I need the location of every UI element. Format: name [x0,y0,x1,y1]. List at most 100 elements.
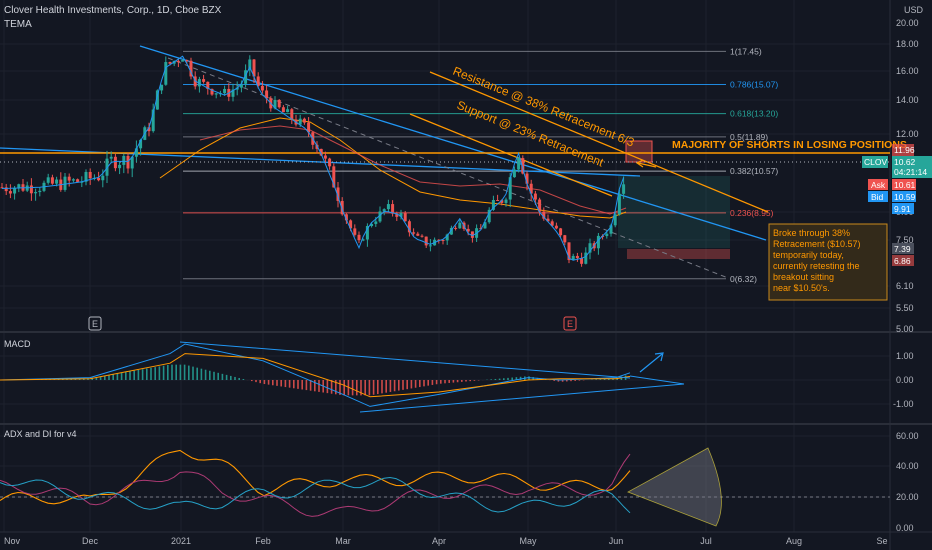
candle-body[interactable] [97,177,101,181]
candle-body[interactable] [567,242,571,261]
candle-body[interactable] [50,177,54,184]
candle-body[interactable] [500,200,504,203]
candle-body[interactable] [223,88,227,94]
candle-body[interactable] [605,233,609,237]
earnings-marker-1[interactable]: E [88,316,102,331]
candle-body[interactable] [470,231,474,238]
candle-body[interactable] [407,221,411,233]
macd-title[interactable]: MACD [4,339,31,349]
candle-body[interactable] [185,60,189,62]
candle-body[interactable] [584,252,588,264]
candle-body[interactable] [546,218,550,222]
macd-breakout-arrow[interactable] [639,353,663,373]
candle-body[interactable] [252,59,256,77]
candle-body[interactable] [416,233,420,236]
candle-body[interactable] [382,209,386,212]
candle-body[interactable] [538,199,542,212]
candle-body[interactable] [244,70,248,84]
ask-tag[interactable]: Ask 10.61 [868,179,916,190]
resistance-channel-line[interactable] [429,71,769,213]
candle-body[interactable] [449,227,453,235]
candle-body[interactable] [370,223,374,227]
candle-body[interactable] [554,225,558,229]
candle-body[interactable] [151,109,155,132]
candle-body[interactable] [55,179,59,184]
candle-body[interactable] [298,118,302,125]
candle-body[interactable] [281,107,285,113]
candle-body[interactable] [290,109,294,120]
candle-body[interactable] [563,235,567,243]
candle-body[interactable] [189,60,193,77]
candle-body[interactable] [441,239,445,241]
candle-body[interactable] [286,109,290,113]
candle-body[interactable] [239,83,243,88]
candle-body[interactable] [512,169,516,178]
candle-body[interactable] [395,213,399,217]
candle-body[interactable] [248,59,252,71]
candle-body[interactable] [84,171,88,182]
candle-body[interactable] [302,118,306,123]
candle-body[interactable] [265,90,269,99]
candle-body[interactable] [181,60,185,62]
candle-body[interactable] [517,158,521,170]
loss-zone[interactable] [627,249,730,259]
candle-body[interactable] [361,239,365,241]
candle-body[interactable] [458,222,462,229]
candle-body[interactable] [168,62,172,64]
candle-body[interactable] [34,192,38,194]
adx-title[interactable]: ADX and DI for v4 [4,429,77,439]
candle-body[interactable] [542,211,546,219]
candle-body[interactable] [29,185,33,194]
candle-body[interactable] [336,187,340,201]
candle-body[interactable] [357,234,361,241]
macd-lower-trendline[interactable] [359,383,685,413]
candle-body[interactable] [508,177,512,200]
candle-body[interactable] [386,204,390,210]
candle-body[interactable] [256,76,260,86]
current-price-tag[interactable]: CLOV 10.62 04:21:14 [862,156,932,178]
macd-upper-trendline[interactable] [179,341,631,379]
macd-apex-line[interactable] [629,375,685,385]
candle-body[interactable] [365,226,369,240]
candle-body[interactable] [349,220,353,229]
candle-body[interactable] [403,213,407,222]
candle-body[interactable] [491,200,495,210]
candle-body[interactable] [617,193,621,215]
candle-body[interactable] [13,188,17,194]
candle-body[interactable] [164,62,168,85]
candle-body[interactable] [63,176,67,190]
candle-body[interactable] [214,93,218,95]
candle-body[interactable] [113,156,117,169]
candle-body[interactable] [344,214,348,221]
candle-body[interactable] [155,90,159,110]
candle-body[interactable] [525,173,529,184]
candle-body[interactable] [122,155,126,165]
candle-body[interactable] [613,214,617,226]
candle-body[interactable] [340,200,344,215]
candle-body[interactable] [101,175,105,181]
candle-body[interactable] [487,209,491,223]
candle-body[interactable] [374,221,378,224]
candle-body[interactable] [147,127,151,132]
indicator-label[interactable]: TEMA [4,19,32,30]
time-axis[interactable]: Nov Dec 2021 Feb Mar Apr May Jun Jul Aug Se [4,536,888,546]
candle-body[interactable] [391,204,395,214]
candle-body[interactable] [575,255,579,259]
candle-body[interactable] [176,60,180,62]
candle-body[interactable] [210,88,214,95]
candle-body[interactable] [622,184,626,194]
fib-retracement[interactable]: 1(17.45) 0.786(15.07) 0.618(13.20) 0.5(11.8… [183,46,778,284]
note-box[interactable] [768,223,888,301]
candle-body[interactable] [319,148,323,156]
candle-body[interactable] [202,79,206,82]
candle-body[interactable] [71,179,75,181]
candle-body[interactable] [454,227,458,229]
candle-body[interactable] [466,228,470,232]
candle-body[interactable] [533,193,537,200]
candle-body[interactable] [126,155,130,169]
candle-body[interactable] [504,199,508,203]
candle-body[interactable] [323,155,327,159]
candle-body[interactable] [0,187,4,189]
candle-body[interactable] [596,235,600,249]
